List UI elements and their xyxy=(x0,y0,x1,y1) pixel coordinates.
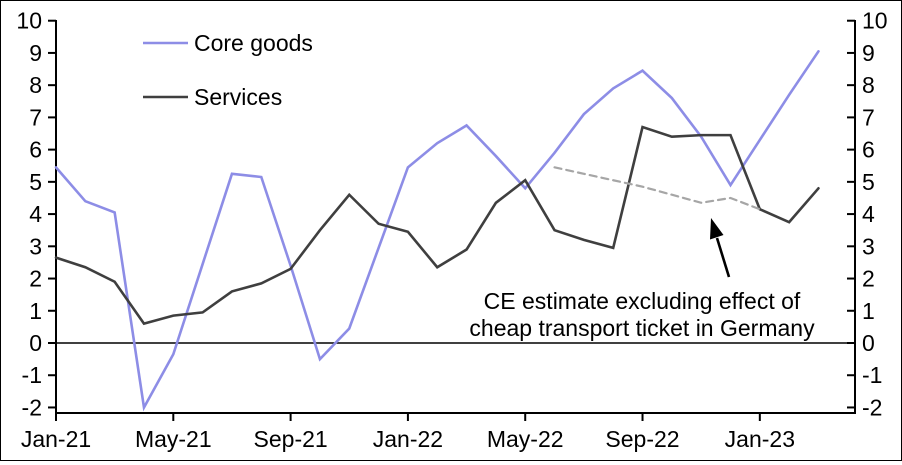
core-goods-legend-label: Core goods xyxy=(194,30,313,56)
y-tick-label-left: 10 xyxy=(16,8,42,34)
y-tick-label-left: -2 xyxy=(22,394,42,420)
y-tick-label-left: 8 xyxy=(29,72,42,98)
x-tick-label: Jan-23 xyxy=(725,426,795,452)
x-tick-label: Sep-22 xyxy=(605,426,679,452)
y-tick-label-right: 9 xyxy=(862,40,875,66)
y-tick-label-right: -1 xyxy=(862,362,882,388)
services-line xyxy=(54,125,820,326)
y-tick-label-right: 4 xyxy=(862,201,875,227)
y-tick-label-left: 3 xyxy=(29,233,42,259)
y-tick-label-right: 10 xyxy=(862,8,888,34)
y-tick-label-left: -1 xyxy=(22,362,42,388)
x-tick-label: May-22 xyxy=(487,426,564,452)
x-tick-label: Jan-22 xyxy=(373,426,443,452)
y-tick-label-left: 0 xyxy=(29,330,42,356)
y-tick-label-right: 5 xyxy=(862,169,875,195)
ce-estimate-annotation: CE estimate excluding effect of cheap tr… xyxy=(469,218,815,341)
y-tick-label-left: 2 xyxy=(29,266,42,292)
y-tick-label-right: 0 xyxy=(862,330,875,356)
y-tick-label-right: -2 xyxy=(862,394,882,420)
annotation-arrow-head-icon xyxy=(710,218,724,240)
y-tick-label-right: 7 xyxy=(862,104,875,130)
y-tick-label-right: 6 xyxy=(862,137,875,163)
services-legend-label: Services xyxy=(194,84,282,110)
annotation-line-1: CE estimate excluding effect of xyxy=(484,288,801,314)
y-tick-label-right: 1 xyxy=(862,298,875,324)
annotation-line-2: cheap transport ticket in Germany xyxy=(469,315,815,341)
legend: Core goods Services xyxy=(143,30,313,110)
y-tick-label-right: 3 xyxy=(862,233,875,259)
y-tick-label-left: 7 xyxy=(29,104,42,130)
y-tick-label-right: 2 xyxy=(862,266,875,292)
y-tick-label-left: 5 xyxy=(29,169,42,195)
y-tick-label-left: 4 xyxy=(29,201,42,227)
y-tick-label-left: 1 xyxy=(29,298,42,324)
y-tick-label-left: 6 xyxy=(29,137,42,163)
core-goods-line xyxy=(54,50,820,412)
x-tick-label: Jan-21 xyxy=(21,426,91,452)
ce-estimate-line xyxy=(553,166,761,211)
y-tick-label-left: 9 xyxy=(29,40,42,66)
y-tick-label-right: 8 xyxy=(862,72,875,98)
x-tick-label: Sep-21 xyxy=(254,426,328,452)
x-tick-label: May-21 xyxy=(135,426,212,452)
annotation-arrow-shaft xyxy=(715,237,731,278)
